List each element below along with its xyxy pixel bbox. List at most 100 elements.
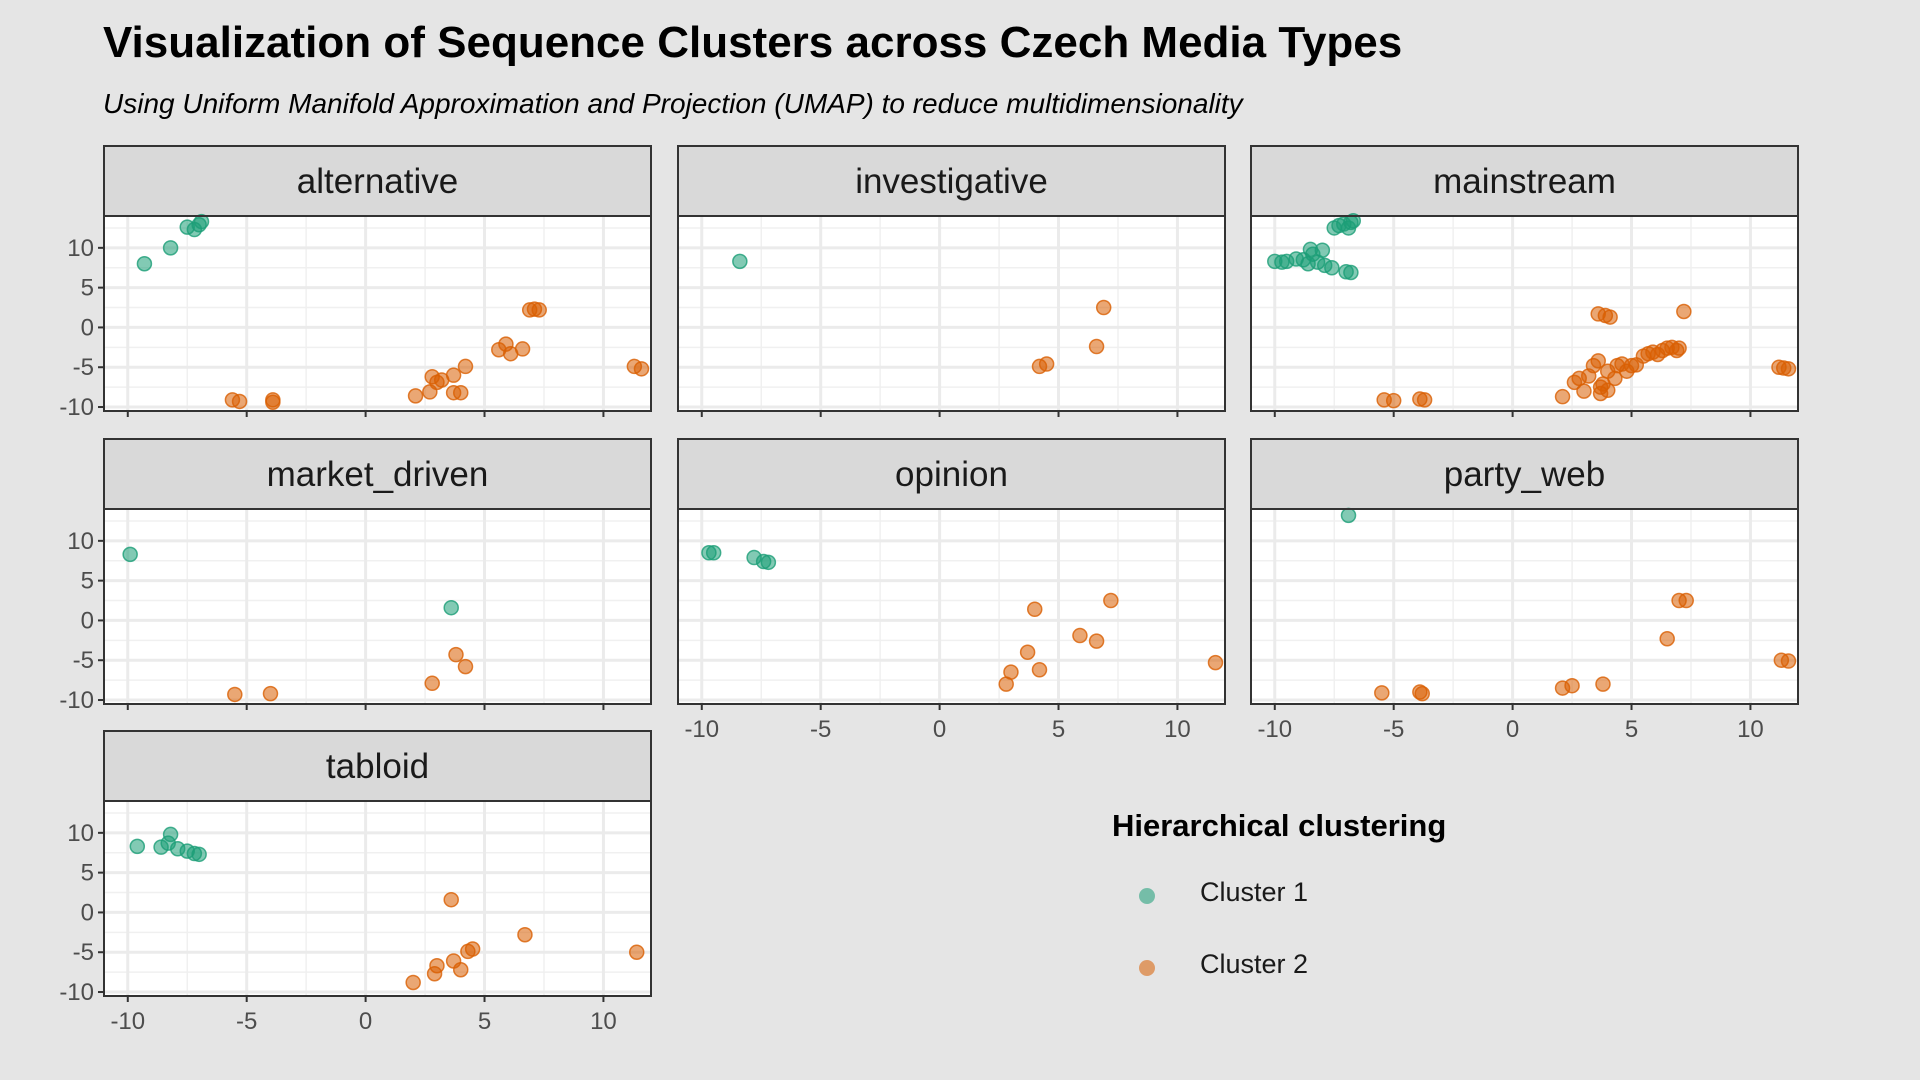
data-point-cluster-2 bbox=[231, 393, 248, 410]
panel-background bbox=[678, 509, 1225, 704]
data-point-cluster-2 bbox=[1659, 630, 1675, 647]
data-point-cluster-1 bbox=[162, 826, 179, 843]
facet-strip bbox=[1250, 145, 1799, 217]
legend-title: Hierarchical clustering bbox=[1112, 808, 1447, 843]
panel-border bbox=[677, 215, 1226, 412]
data-point-cluster-2 bbox=[448, 646, 464, 663]
y-tick-label: 0 bbox=[81, 899, 94, 926]
data-point-cluster-1 bbox=[443, 599, 459, 616]
data-point-cluster-1 bbox=[122, 546, 138, 563]
data-point-cluster-2 bbox=[1671, 340, 1687, 356]
data-point-cluster-1 bbox=[162, 240, 179, 256]
panel-border bbox=[1250, 508, 1799, 705]
facet-mainstream: mainstream bbox=[1250, 145, 1799, 417]
x-tick-label: 5 bbox=[478, 1008, 491, 1035]
panel-border bbox=[677, 508, 1226, 705]
facet-strip-label: alternative bbox=[297, 162, 458, 201]
data-point-cluster-2 bbox=[517, 926, 533, 943]
data-point-cluster-2 bbox=[464, 941, 481, 957]
data-point-cluster-2 bbox=[1072, 627, 1088, 644]
panel-background bbox=[104, 216, 651, 411]
data-point-cluster-2 bbox=[1207, 654, 1224, 671]
x-tick-label: 0 bbox=[933, 716, 946, 743]
y-tick-label: 5 bbox=[81, 275, 94, 302]
facet-strip-label: mainstream bbox=[1433, 162, 1616, 201]
data-point-cluster-1 bbox=[136, 256, 153, 272]
data-point-cluster-2 bbox=[262, 685, 279, 702]
y-tick-label: -5 bbox=[73, 939, 94, 966]
data-point-cluster-2 bbox=[457, 658, 474, 675]
x-tick-label: 5 bbox=[1625, 716, 1638, 743]
legend-label-cluster-1: Cluster 1 bbox=[1200, 877, 1309, 907]
facet-strip-label: market_driven bbox=[267, 455, 489, 494]
x-tick-label: 0 bbox=[1506, 716, 1519, 743]
data-point-cluster-1 bbox=[191, 846, 207, 863]
data-point-cluster-1 bbox=[1340, 507, 1357, 524]
data-point-cluster-2 bbox=[514, 341, 531, 357]
facet-tabloid: tabloid 10 5 0 -5 -10 -10 -5 0 5 10 bbox=[59, 730, 652, 1035]
data-point-cluster-2 bbox=[1103, 592, 1119, 609]
data-point-cluster-2 bbox=[1095, 299, 1112, 316]
data-point-cluster-2 bbox=[1780, 361, 1797, 377]
data-point-cluster-2 bbox=[227, 686, 243, 703]
data-point-cluster-2 bbox=[443, 891, 459, 908]
data-point-cluster-2 bbox=[1414, 685, 1430, 702]
data-point-cluster-1 bbox=[193, 213, 210, 230]
data-point-cluster-2 bbox=[1602, 309, 1618, 325]
data-point-cluster-1 bbox=[732, 253, 748, 270]
data-point-cluster-2 bbox=[1038, 356, 1055, 372]
data-point-cluster-1 bbox=[1343, 264, 1359, 281]
facet-strip-label: tabloid bbox=[326, 747, 429, 786]
data-point-cluster-2 bbox=[424, 675, 440, 692]
facet-strip-label: investigative bbox=[855, 162, 1048, 201]
y-tick-label: 10 bbox=[67, 235, 94, 262]
facet-strip bbox=[677, 145, 1226, 217]
data-point-cluster-2 bbox=[1595, 676, 1611, 692]
panel-border bbox=[1250, 215, 1799, 412]
data-point-cluster-1 bbox=[1345, 213, 1362, 229]
data-point-cluster-1 bbox=[760, 554, 777, 571]
data-point-cluster-1 bbox=[705, 545, 722, 561]
y-tick-label: 10 bbox=[67, 528, 94, 555]
facet-strip bbox=[1250, 438, 1799, 510]
facet-strip bbox=[103, 438, 652, 510]
data-point-cluster-2 bbox=[405, 974, 421, 991]
data-point-cluster-1 bbox=[1324, 259, 1340, 276]
data-point-cluster-1 bbox=[1314, 242, 1331, 258]
y-tick-label: -5 bbox=[73, 354, 94, 381]
y-tick-label: 5 bbox=[81, 860, 94, 887]
facet-strip-label: opinion bbox=[895, 455, 1008, 494]
data-point-cluster-2 bbox=[1564, 677, 1580, 694]
data-point-cluster-2 bbox=[1416, 392, 1433, 408]
x-tick-label: -10 bbox=[110, 1008, 145, 1035]
chart-title: Visualization of Sequence Clusters acros… bbox=[103, 18, 1403, 67]
data-point-cluster-2 bbox=[1019, 644, 1036, 661]
data-point-cluster-2 bbox=[633, 361, 650, 377]
data-point-cluster-2 bbox=[628, 944, 645, 960]
y-tick-label: 0 bbox=[81, 607, 94, 634]
data-point-cluster-2 bbox=[1031, 662, 1048, 678]
facet-strip bbox=[677, 438, 1226, 510]
panel-background bbox=[1251, 509, 1798, 704]
x-tick-label: 5 bbox=[1052, 716, 1065, 743]
facet-strip bbox=[103, 730, 652, 802]
data-point-cluster-2 bbox=[452, 961, 469, 978]
data-point-cluster-2 bbox=[531, 302, 547, 318]
data-point-cluster-2 bbox=[1590, 353, 1606, 369]
data-point-cluster-2 bbox=[1003, 664, 1019, 680]
facet-market-driven: market_driven 10 5 0 -5 -10 bbox=[59, 438, 652, 714]
y-tick-label: -10 bbox=[59, 979, 94, 1006]
legend-item-cluster-2: Cluster 2 bbox=[1112, 947, 1372, 987]
facet-investigative: investigative bbox=[677, 145, 1226, 417]
panel-background bbox=[104, 801, 651, 996]
legend-item-cluster-1: Cluster 1 bbox=[1112, 875, 1372, 915]
data-point-cluster-2 bbox=[407, 388, 424, 404]
x-tick-label: 10 bbox=[590, 1008, 617, 1035]
y-tick-label: 0 bbox=[81, 314, 94, 341]
facet-strip-label: party_web bbox=[1444, 455, 1605, 494]
x-tick-label: -5 bbox=[1383, 716, 1404, 743]
data-point-cluster-2 bbox=[429, 958, 445, 974]
panel-background bbox=[104, 509, 651, 704]
data-point-cluster-2 bbox=[1088, 338, 1105, 355]
data-point-cluster-2 bbox=[1576, 383, 1592, 399]
